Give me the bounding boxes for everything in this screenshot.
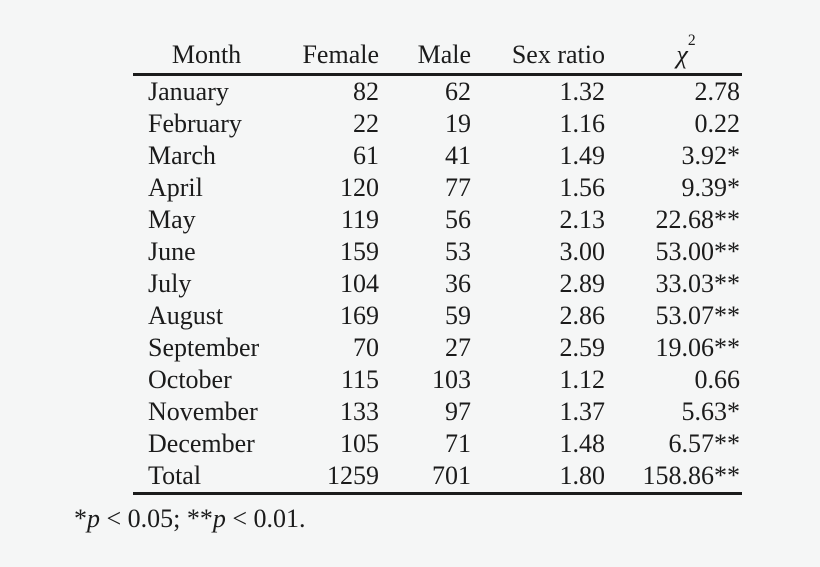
table-row-january: January 82 62 1.32 2.78 bbox=[133, 75, 742, 109]
cell-sex-ratio: 2.13 bbox=[559, 205, 606, 234]
footnote-p-2: p bbox=[212, 504, 226, 533]
cell-month: May bbox=[148, 205, 196, 234]
cell-male: 97 bbox=[445, 397, 471, 426]
footnote-threshold-1: < 0.05; bbox=[100, 504, 187, 533]
cell-female: 119 bbox=[340, 205, 379, 234]
sex-ratio-table: Month Female Male Sex ratio χ2 January 8… bbox=[133, 32, 742, 495]
significance-footnote: *p < 0.05; **p < 0.01. bbox=[74, 504, 306, 534]
cell-chi-squared: 158.86** bbox=[605, 460, 742, 495]
header-chi-squared: χ2 bbox=[605, 32, 742, 76]
cell-month: October bbox=[148, 365, 232, 394]
table-row-may: May 119 56 2.13 22.68** bbox=[133, 204, 742, 236]
cell-sex-ratio: 1.16 bbox=[559, 109, 606, 138]
table-row-total: Total 1259 701 1.80 158.86** bbox=[133, 460, 742, 495]
footnote-star-2: ** bbox=[186, 504, 213, 533]
cell-female: 22 bbox=[353, 109, 379, 138]
cell-month: November bbox=[148, 397, 258, 426]
table-row-july: July 104 36 2.89 33.03** bbox=[133, 268, 742, 300]
cell-sex-ratio: 1.56 bbox=[559, 173, 606, 202]
cell-female: 70 bbox=[353, 333, 379, 362]
cell-female: 105 bbox=[340, 429, 379, 458]
table-row-june: June 159 53 3.00 53.00** bbox=[133, 236, 742, 268]
cell-male: 36 bbox=[445, 269, 471, 298]
cell-female: 82 bbox=[353, 77, 379, 106]
header-sex-ratio: Sex ratio bbox=[471, 36, 605, 76]
cell-female: 159 bbox=[340, 237, 379, 266]
cell-sex-ratio: 1.12 bbox=[559, 365, 606, 394]
cell-male: 56 bbox=[445, 205, 471, 234]
cell-female: 120 bbox=[340, 173, 379, 202]
cell-chi-squared: 22.68** bbox=[655, 205, 741, 234]
cell-sex-ratio: 1.37 bbox=[559, 397, 606, 426]
cell-male: 53 bbox=[445, 237, 471, 266]
cell-month: February bbox=[148, 109, 242, 138]
cell-sex-ratio: 1.32 bbox=[559, 77, 606, 106]
table-header-row: Month Female Male Sex ratio χ2 bbox=[133, 32, 742, 76]
cell-chi-squared: 0.66 bbox=[694, 365, 741, 394]
cell-month: January bbox=[148, 77, 229, 106]
cell-chi-squared: 2.78 bbox=[694, 77, 741, 106]
cell-sex-ratio: 2.59 bbox=[559, 333, 606, 362]
cell-chi-squared: 53.00** bbox=[655, 237, 741, 266]
cell-female: 133 bbox=[340, 397, 379, 426]
cell-male: 41 bbox=[445, 141, 471, 170]
cell-chi-squared: 53.07** bbox=[655, 301, 741, 330]
cell-male: 27 bbox=[445, 333, 471, 362]
cell-chi-squared: 9.39* bbox=[681, 173, 741, 202]
cell-sex-ratio: 3.00 bbox=[559, 237, 606, 266]
table-row-december: December 105 71 1.48 6.57** bbox=[133, 428, 742, 460]
cell-month: April bbox=[148, 173, 203, 202]
cell-chi-squared: 6.57** bbox=[668, 429, 741, 458]
header-female: Female bbox=[265, 36, 379, 76]
cell-male: 62 bbox=[445, 77, 471, 106]
cell-male: 103 bbox=[432, 365, 471, 394]
cell-male: 77 bbox=[445, 173, 471, 202]
cell-sex-ratio: 2.86 bbox=[559, 301, 606, 330]
cell-month: August bbox=[148, 301, 224, 330]
cell-male: 701 bbox=[379, 460, 471, 495]
cell-female: 115 bbox=[340, 365, 379, 394]
cell-female: 169 bbox=[340, 301, 379, 330]
chi-symbol: χ bbox=[676, 40, 688, 69]
cell-month: June bbox=[148, 237, 196, 266]
cell-chi-squared: 5.63* bbox=[681, 397, 741, 426]
table-row-march: March 61 41 1.49 3.92* bbox=[133, 140, 742, 172]
table-row-september: September 70 27 2.59 19.06** bbox=[133, 332, 742, 364]
footnote-p-1: p bbox=[87, 504, 100, 533]
cell-female: 104 bbox=[340, 269, 379, 298]
chi-exponent: 2 bbox=[687, 31, 696, 49]
cell-chi-squared: 3.92* bbox=[681, 141, 741, 170]
footnote-threshold-2: < 0.01. bbox=[225, 504, 306, 533]
cell-month: December bbox=[148, 429, 255, 458]
table-row-february: February 22 19 1.16 0.22 bbox=[133, 108, 742, 140]
cell-sex-ratio: 1.49 bbox=[559, 141, 606, 170]
cell-chi-squared: 0.22 bbox=[694, 109, 741, 138]
cell-month: September bbox=[148, 333, 260, 362]
cell-month: July bbox=[148, 269, 192, 298]
cell-chi-squared: 33.03** bbox=[655, 269, 741, 298]
cell-male: 59 bbox=[445, 301, 471, 330]
cell-female: 1259 bbox=[265, 460, 379, 495]
table-row-october: October 115 103 1.12 0.66 bbox=[133, 364, 742, 396]
cell-sex-ratio: 1.80 bbox=[471, 460, 605, 495]
cell-male: 19 bbox=[445, 109, 471, 138]
cell-male: 71 bbox=[445, 429, 471, 458]
table-row-november: November 133 97 1.37 5.63* bbox=[133, 396, 742, 428]
cell-chi-squared: 19.06** bbox=[655, 333, 741, 362]
cell-sex-ratio: 1.48 bbox=[559, 429, 606, 458]
header-month: Month bbox=[133, 36, 265, 76]
footnote-star-1: * bbox=[74, 504, 87, 533]
cell-sex-ratio: 2.89 bbox=[559, 269, 606, 298]
table-row-april: April 120 77 1.56 9.39* bbox=[133, 172, 742, 204]
cell-month: March bbox=[148, 141, 216, 170]
table-row-august: August 169 59 2.86 53.07** bbox=[133, 300, 742, 332]
header-male: Male bbox=[379, 36, 471, 76]
cell-month: Total bbox=[133, 460, 265, 495]
cell-female: 61 bbox=[353, 141, 379, 170]
